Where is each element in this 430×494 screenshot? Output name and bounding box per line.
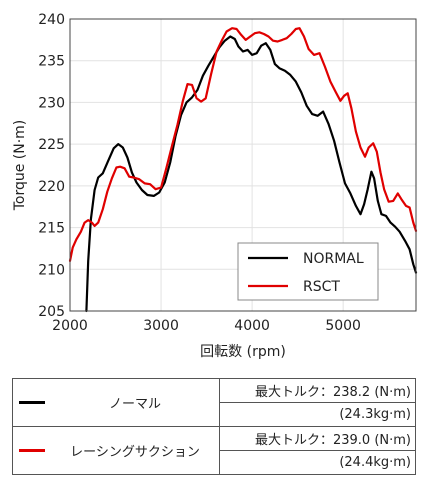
y-tick-label: 230: [38, 95, 65, 111]
plot-frame: [69, 18, 417, 312]
normal-kgm: (24.3kg·m): [219, 402, 416, 427]
y-tick-label: 220: [38, 179, 65, 195]
x-tick-label: 5000: [325, 318, 361, 334]
spec-row-rsct-kg: (24.4kg·m): [13, 450, 416, 475]
y-tick-label: 240: [38, 12, 65, 28]
axis-ticks: 205 210 215 220 225 230 235 240 2000 3000 4000 5000: [38, 12, 361, 334]
torque-chart: 205 210 215 220 225 230 235 240 2000 3000 4000 5000…: [12, 12, 418, 360]
y-tick-label: 235: [38, 54, 65, 70]
rsct-line-swatch: [19, 449, 45, 452]
legend-label-rsct: RSCT: [303, 279, 340, 295]
y-tick-label: 205: [38, 304, 65, 320]
legend-label-normal: NORMAL: [303, 251, 364, 267]
spec-row-normal: ノーマル 最大トルク：238.2 (N·m): [12, 378, 416, 427]
normal-max-torque: 最大トルク：238.2 (N·m): [219, 378, 416, 403]
y-tick-label: 215: [38, 221, 65, 237]
spec-table: ノーマル 最大トルク：238.2 (N·m) (24.3kg·m) レーシングサ…: [12, 378, 416, 475]
spec-row-normal-kg: (24.3kg·m): [13, 402, 416, 427]
rsct-kgm: (24.4kg·m): [219, 450, 416, 475]
x-tick-label: 2000: [52, 318, 88, 334]
x-tick-label: 4000: [234, 318, 270, 334]
series-lines: [68, 27, 418, 313]
rsct-swatch-cell: [12, 426, 51, 475]
spec-row-rsct: レーシングサクション 最大トルク：239.0 (N·m): [12, 426, 416, 475]
rsct-name: レーシングサクション: [51, 426, 220, 475]
normal-name: ノーマル: [51, 378, 220, 427]
y-tick-label: 210: [38, 262, 65, 278]
y-tick-label: 225: [38, 137, 65, 153]
x-tick-label: 3000: [143, 318, 179, 334]
series-line-rsct: [68, 27, 418, 262]
normal-line-swatch: [19, 401, 45, 404]
legend: NORMAL RSCT: [237, 242, 379, 301]
grid-lines: [69, 18, 416, 312]
normal-swatch-cell: [12, 378, 51, 427]
x-axis-title: 回転数 (rpm): [200, 344, 286, 360]
y-axis-title: Torque (N·m): [12, 120, 28, 212]
rsct-max-torque: 最大トルク：239.0 (N·m): [219, 426, 416, 451]
